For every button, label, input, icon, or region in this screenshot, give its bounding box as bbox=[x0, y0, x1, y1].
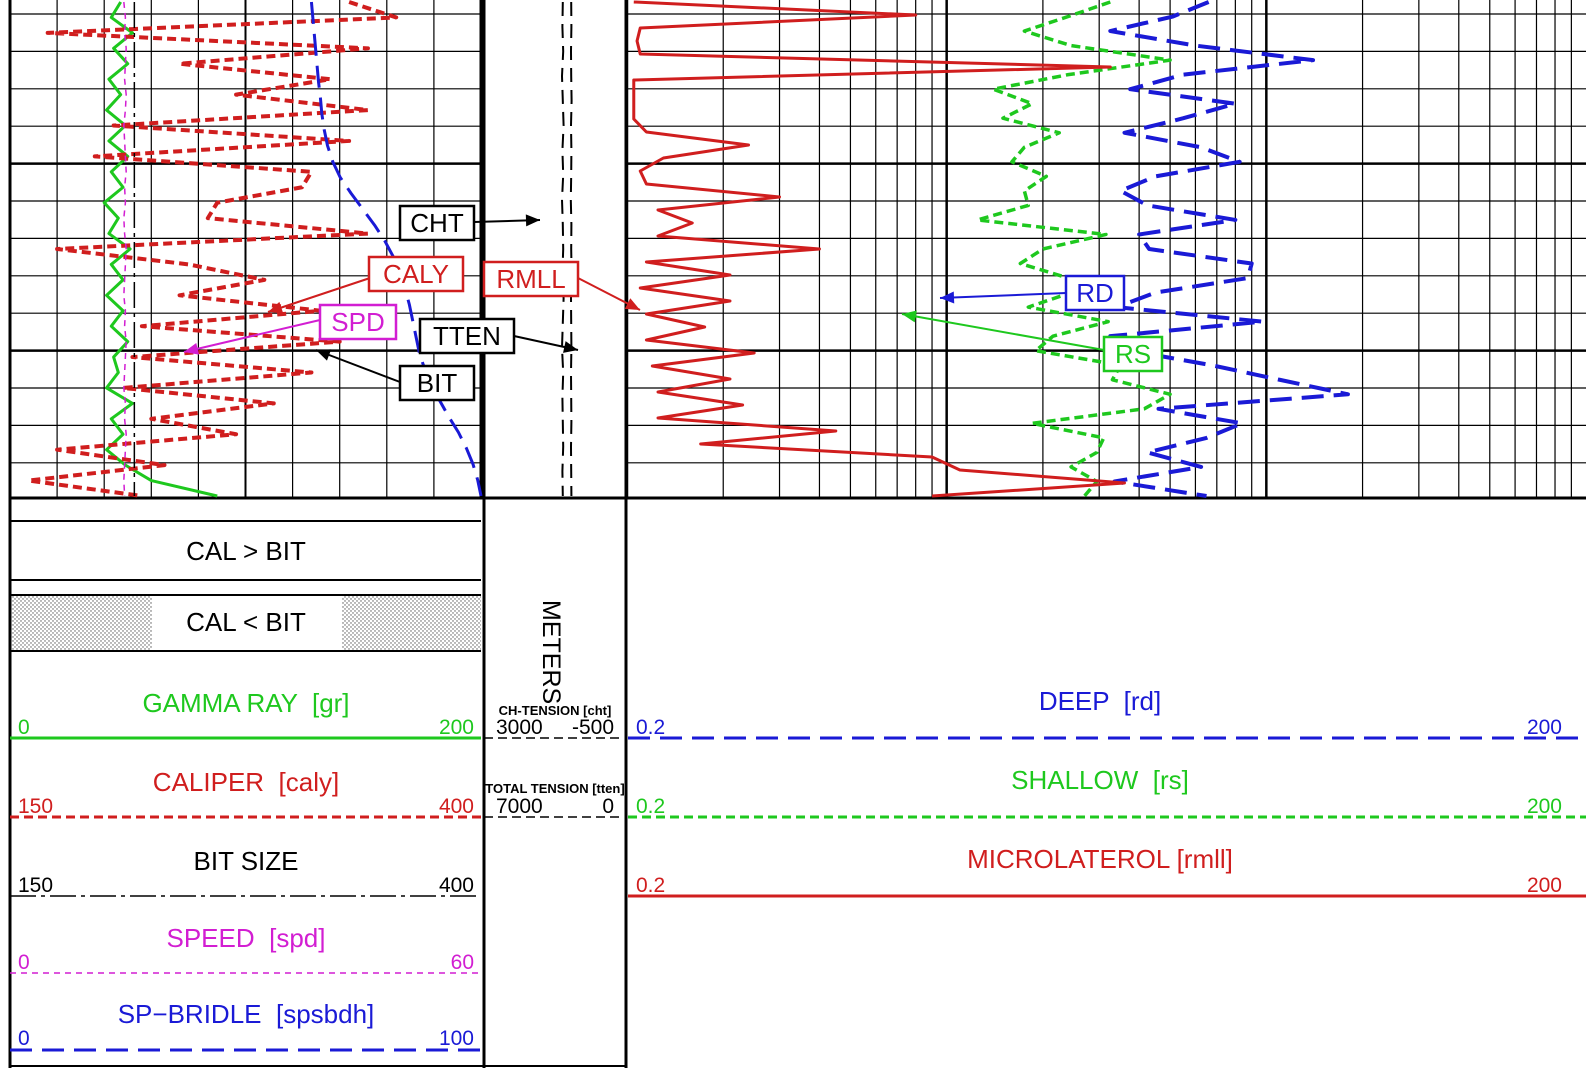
tag-rmll: RMLL bbox=[482, 260, 641, 311]
scale-max-speed: 60 bbox=[451, 951, 474, 974]
scale-max-bit: 400 bbox=[439, 874, 474, 897]
scale-title-tten: TOTAL TENSION [tten] bbox=[485, 781, 624, 796]
tag-label: CALY bbox=[383, 259, 449, 289]
curve-rmll bbox=[632, 0, 1126, 498]
scale-title-gamma: GAMMA RAY [gr] bbox=[142, 688, 349, 718]
scale-title-sp: SP−BRIDLE [spsbdh] bbox=[118, 999, 375, 1029]
tag-box bbox=[482, 260, 580, 298]
tag-box bbox=[418, 317, 516, 355]
right-scale-micro: MICROLATEROL [rmll] 0.2 200 bbox=[628, 844, 1586, 898]
tag-caly: CALY bbox=[267, 255, 465, 314]
scale-max-micro: 200 bbox=[1527, 874, 1562, 897]
scale-min-sp: 0 bbox=[18, 1027, 30, 1050]
tag-cht: CHT bbox=[398, 204, 541, 242]
cal-gt-bit-label: CAL > BIT bbox=[186, 536, 306, 566]
curve-cht bbox=[560, 1, 565, 497]
tag-label: BIT bbox=[417, 368, 458, 398]
scale-min-deep: 0.2 bbox=[636, 716, 665, 739]
leader-line bbox=[939, 292, 1067, 299]
tag-label: SPD bbox=[331, 307, 384, 337]
grid-layer bbox=[8, 0, 1586, 1068]
tag-label: RD bbox=[1076, 278, 1114, 308]
right-scale-shallow: SHALLOW [rs] 0.2 200 bbox=[628, 765, 1586, 819]
arrow-head-icon bbox=[624, 298, 640, 310]
arrow-head-icon bbox=[268, 301, 284, 314]
leader-line bbox=[183, 319, 321, 353]
scale-max-tten: 0 bbox=[602, 795, 614, 818]
tag-box bbox=[398, 204, 476, 242]
curve-spsbdh bbox=[309, 1, 483, 497]
fill-legend: CAL > BIT CAL < BIT bbox=[12, 536, 481, 650]
scale-min-shallow: 0.2 bbox=[636, 795, 665, 818]
leader-line bbox=[315, 349, 401, 383]
curves-layer bbox=[26, 0, 1350, 498]
arrow-head-icon bbox=[525, 214, 540, 227]
curve-rd bbox=[1108, 0, 1350, 498]
scale-title-caliper: CALIPER [caly] bbox=[153, 767, 339, 797]
scale-title-bit: BIT SIZE bbox=[194, 846, 299, 876]
arrow-head-icon bbox=[563, 341, 578, 353]
left-scale-caliper: CALIPER [caly] 150 400 bbox=[10, 767, 481, 819]
tag-label: TTEN bbox=[433, 321, 501, 351]
right-scale-deep: DEEP [rd] 0.2 200 bbox=[628, 686, 1586, 740]
scale-min-gamma: 0 bbox=[18, 716, 30, 739]
scale-min-caliper: 150 bbox=[18, 795, 53, 818]
curve-rs bbox=[975, 0, 1172, 498]
mid-scale-tten: TOTAL TENSION [tten] 7000 0 bbox=[484, 781, 625, 818]
scale-min-micro: 0.2 bbox=[636, 874, 665, 897]
scale-max-caliper: 400 bbox=[439, 795, 474, 818]
scale-title-micro: MICROLATEROL [rmll] bbox=[967, 844, 1233, 874]
cal-lt-bit-label: CAL < BIT bbox=[186, 607, 306, 637]
depth-unit-label: METERS bbox=[537, 600, 565, 704]
scale-min-bit: 150 bbox=[18, 874, 53, 897]
tag-box bbox=[1102, 335, 1164, 373]
arrow-head-icon bbox=[940, 291, 955, 304]
arrow-head-icon bbox=[902, 310, 917, 323]
tag-bit: BIT bbox=[315, 349, 476, 402]
mid-scale-cht: CH-TENSION [cht] 3000 -500 bbox=[484, 703, 624, 739]
leader-line bbox=[901, 313, 1105, 351]
left-scale-gamma: GAMMA RAY [gr] 0 200 bbox=[10, 688, 481, 740]
scale-title-deep: DEEP [rd] bbox=[1039, 686, 1161, 716]
arrow-head-icon bbox=[316, 349, 332, 361]
cal-lt-bit-swatch-left bbox=[12, 596, 152, 650]
scale-title-shallow: SHALLOW [rs] bbox=[1011, 765, 1189, 795]
curve-tten bbox=[569, 1, 573, 497]
tag-label: RMLL bbox=[496, 264, 565, 294]
arrow-head-icon bbox=[184, 342, 200, 355]
scale-title-speed: SPEED [spd] bbox=[167, 923, 326, 953]
scale-min-speed: 0 bbox=[18, 951, 30, 974]
tag-spd: SPD bbox=[183, 303, 398, 355]
tag-box bbox=[398, 364, 476, 402]
tag-label: CHT bbox=[410, 208, 464, 238]
curve-spd bbox=[123, 1, 127, 497]
scale-max-deep: 200 bbox=[1527, 716, 1562, 739]
tag-box bbox=[367, 255, 465, 293]
tag-rs: RS bbox=[901, 310, 1164, 373]
cal-lt-bit-swatch-right bbox=[342, 596, 481, 650]
tag-box bbox=[1064, 274, 1126, 312]
scale-max-gamma: 200 bbox=[439, 716, 474, 739]
tag-box bbox=[318, 303, 398, 341]
tag-label: RS bbox=[1115, 339, 1151, 369]
tag-tten: TTEN bbox=[418, 317, 579, 355]
tag-rd: RD bbox=[939, 274, 1126, 312]
scale-max-cht: -500 bbox=[572, 716, 614, 739]
left-scale-sp: SP−BRIDLE [spsbdh] 0 100 bbox=[10, 999, 481, 1052]
scale-max-shallow: 200 bbox=[1527, 795, 1562, 818]
scale-max-sp: 100 bbox=[439, 1027, 474, 1050]
left-scale-bit: BIT SIZE 150 400 bbox=[10, 846, 481, 897]
curve-gr bbox=[102, 1, 218, 498]
leader-line bbox=[267, 277, 371, 313]
scale-min-tten: 7000 bbox=[496, 795, 543, 818]
scale-title-cht: CH-TENSION [cht] bbox=[499, 703, 612, 718]
curve-caly bbox=[26, 0, 399, 498]
scale-min-cht: 3000 bbox=[496, 716, 543, 739]
curve-tags-layer: CHT CALY RMLL SPD TTEN BIT RD RS bbox=[183, 204, 1164, 402]
left-scale-speed: SPEED [spd] 0 60 bbox=[10, 923, 481, 974]
